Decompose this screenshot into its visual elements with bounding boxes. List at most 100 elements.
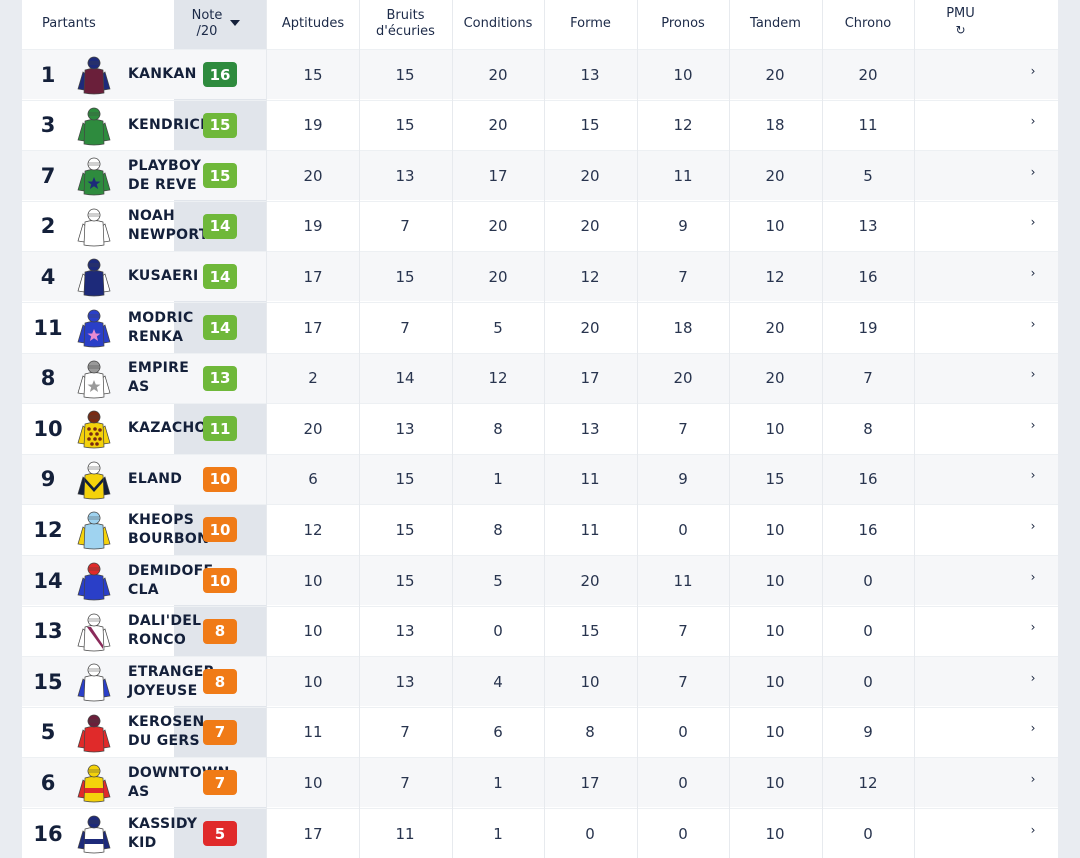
chevron-right-icon[interactable]: › (1030, 316, 1036, 331)
header-forme[interactable]: Forme (544, 0, 637, 48)
horse-name-line1: ETRANGER (128, 663, 215, 680)
table-row[interactable]: 15 ETRANGER JOYEUSE 8 10 13 4 10 7 10 0 › (22, 656, 1058, 707)
horse-name-line1: ELAND (128, 470, 183, 487)
horse-name[interactable]: KAZACHOK (128, 404, 220, 453)
header-chrono[interactable]: Chrono (822, 0, 914, 48)
horse-name-line1: NOAH (128, 208, 175, 225)
chevron-right-icon[interactable]: › (1030, 215, 1036, 230)
header-bruits[interactable]: Bruits d'écuries (359, 0, 452, 48)
horse-name[interactable]: DALI'DEL RONCO (128, 607, 220, 656)
chrono-score: 8 (863, 419, 873, 438)
table-row[interactable]: 1 KANKAN 16 15 15 20 13 10 20 20 › (22, 49, 1058, 99)
table-row[interactable]: 8 EMPIRE AS 13 2 14 12 17 20 20 7 › (22, 352, 1058, 403)
table-row[interactable]: 4 KUSAERI 14 17 15 20 12 7 12 16 › (22, 251, 1058, 302)
sort-caret-down-icon[interactable] (230, 20, 240, 26)
header-aptitudes-label: Aptitudes (281, 16, 345, 31)
header-partants-label: Partants (42, 16, 96, 31)
table-row[interactable]: 14 DEMIDOFF CLA 10 10 15 5 20 11 10 0 › (22, 555, 1058, 605)
pronos-score: 0 (678, 824, 688, 843)
horse-name[interactable]: KUSAERI (128, 252, 220, 301)
conditions-score: 20 (488, 267, 508, 286)
header-note-line1: Note (191, 8, 223, 23)
horse-name[interactable]: KEROSEN DU GERS (128, 708, 220, 757)
chrono-score: 0 (863, 672, 873, 691)
chevron-right-icon[interactable]: › (1030, 518, 1036, 533)
header-pronos[interactable]: Pronos (637, 0, 729, 48)
refresh-icon[interactable]: ↻ (955, 23, 966, 37)
header-bruits-line1: Bruits (386, 8, 425, 23)
bruits-score: 15 (395, 65, 415, 84)
chrono-score: 13 (858, 217, 878, 236)
table-header: Partants Note /20 Aptitudes Bruits d'écu… (22, 0, 1058, 48)
chevron-right-icon[interactable]: › (1030, 367, 1036, 382)
horse-name[interactable]: ETRANGER JOYEUSE (128, 657, 220, 706)
tandem-score: 10 (765, 824, 785, 843)
pronos-score: 0 (678, 773, 688, 792)
table-row[interactable]: 6 DOWNTOWN AS 7 10 7 1 17 0 10 12 › (22, 757, 1058, 808)
chevron-right-icon[interactable]: › (1030, 417, 1036, 432)
chevron-right-icon[interactable]: › (1030, 771, 1036, 786)
horse-name[interactable]: PLAYBOY DE REVE (128, 151, 220, 200)
runner-number: 6 (40, 770, 56, 795)
chevron-right-icon[interactable]: › (1030, 114, 1036, 129)
header-partants[interactable]: Partants (42, 0, 162, 48)
chevron-right-icon[interactable]: › (1030, 63, 1036, 78)
table-row[interactable]: 10 KAZACHOK 11 20 13 8 13 7 10 8 › (22, 403, 1058, 453)
table-row[interactable]: 7 PLAYBOY DE REVE 15 20 13 17 20 11 20 5 › (22, 150, 1058, 201)
horse-name-line1: DEMIDOFF (128, 562, 214, 579)
header-conditions[interactable]: Conditions (452, 0, 544, 48)
horse-name[interactable]: KHEOPS BOURBON (128, 505, 220, 554)
table-row[interactable]: 16 KASSIDY KID 5 17 11 1 0 0 10 0 › (22, 808, 1058, 858)
horse-name[interactable]: EMPIRE AS (128, 354, 220, 403)
table-row[interactable]: 2 NOAH NEWPORT 14 19 7 20 20 9 10 13 › (22, 200, 1058, 251)
horse-name[interactable]: KENDRICK (128, 101, 220, 150)
chevron-right-icon[interactable]: › (1030, 670, 1036, 685)
pronos-score: 7 (678, 419, 688, 438)
pronos-score: 7 (678, 267, 688, 286)
horse-name[interactable]: MODRIC RENKA (128, 303, 220, 352)
runner-number: 14 (33, 568, 63, 593)
chrono-score: 19 (858, 318, 878, 337)
table-row[interactable]: 13 DALI'DEL RONCO 8 10 13 0 15 7 10 0 › (22, 605, 1058, 656)
horse-name-line2: JOYEUSE (128, 682, 198, 699)
chevron-right-icon[interactable]: › (1030, 265, 1036, 280)
header-pmu[interactable]: PMU ↻ (914, 0, 1007, 48)
table-row[interactable]: 9 ELAND 10 6 15 1 11 9 15 16 › (22, 453, 1058, 504)
table-row[interactable]: 3 KENDRICK 15 19 15 20 15 12 18 11 › (22, 99, 1058, 150)
column-divider (914, 0, 915, 858)
chevron-right-icon[interactable]: › (1030, 620, 1036, 635)
horse-name[interactable]: KASSIDY KID (128, 809, 220, 858)
runner-number: 1 (40, 62, 56, 87)
forme-score: 15 (580, 622, 600, 641)
header-bruits-line2: d'écuries (376, 24, 435, 39)
table-row[interactable]: 5 KEROSEN DU GERS 7 11 7 6 8 0 10 9 › (22, 706, 1058, 757)
chevron-right-icon[interactable]: › (1030, 569, 1036, 584)
runner-number: 8 (40, 366, 56, 391)
table-row[interactable]: 12 KHEOPS BOURBON 10 12 15 8 11 0 10 16 › (22, 504, 1058, 554)
horse-name[interactable]: KANKAN (128, 50, 220, 99)
chevron-right-icon[interactable]: › (1030, 468, 1036, 483)
forme-score: 20 (580, 217, 600, 236)
horse-name[interactable]: NOAH NEWPORT (128, 202, 220, 251)
pronos-score: 7 (678, 672, 688, 691)
header-note[interactable]: Note /20 (174, 0, 240, 48)
header-conditions-label: Conditions (463, 16, 533, 31)
conditions-score: 1 (493, 824, 503, 843)
chrono-score: 16 (858, 267, 878, 286)
tandem-score: 20 (765, 318, 785, 337)
aptitudes-score: 20 (303, 419, 323, 438)
header-tandem[interactable]: Tandem (729, 0, 822, 48)
horse-name[interactable]: DEMIDOFF CLA (128, 556, 220, 605)
header-aptitudes[interactable]: Aptitudes (267, 0, 359, 48)
chevron-right-icon[interactable]: › (1030, 721, 1036, 736)
chevron-right-icon[interactable]: › (1030, 164, 1036, 179)
chevron-right-icon[interactable]: › (1030, 822, 1036, 837)
conditions-score: 17 (488, 166, 508, 185)
jockey-silk-icon (76, 662, 112, 702)
tandem-score: 10 (765, 571, 785, 590)
note-badge: 13 (203, 365, 237, 391)
table-row[interactable]: 11 MODRIC RENKA 14 17 7 5 20 18 20 19 › (22, 302, 1058, 352)
tandem-score: 20 (765, 65, 785, 84)
horse-name[interactable]: ELAND (128, 455, 220, 504)
conditions-score: 4 (493, 672, 503, 691)
